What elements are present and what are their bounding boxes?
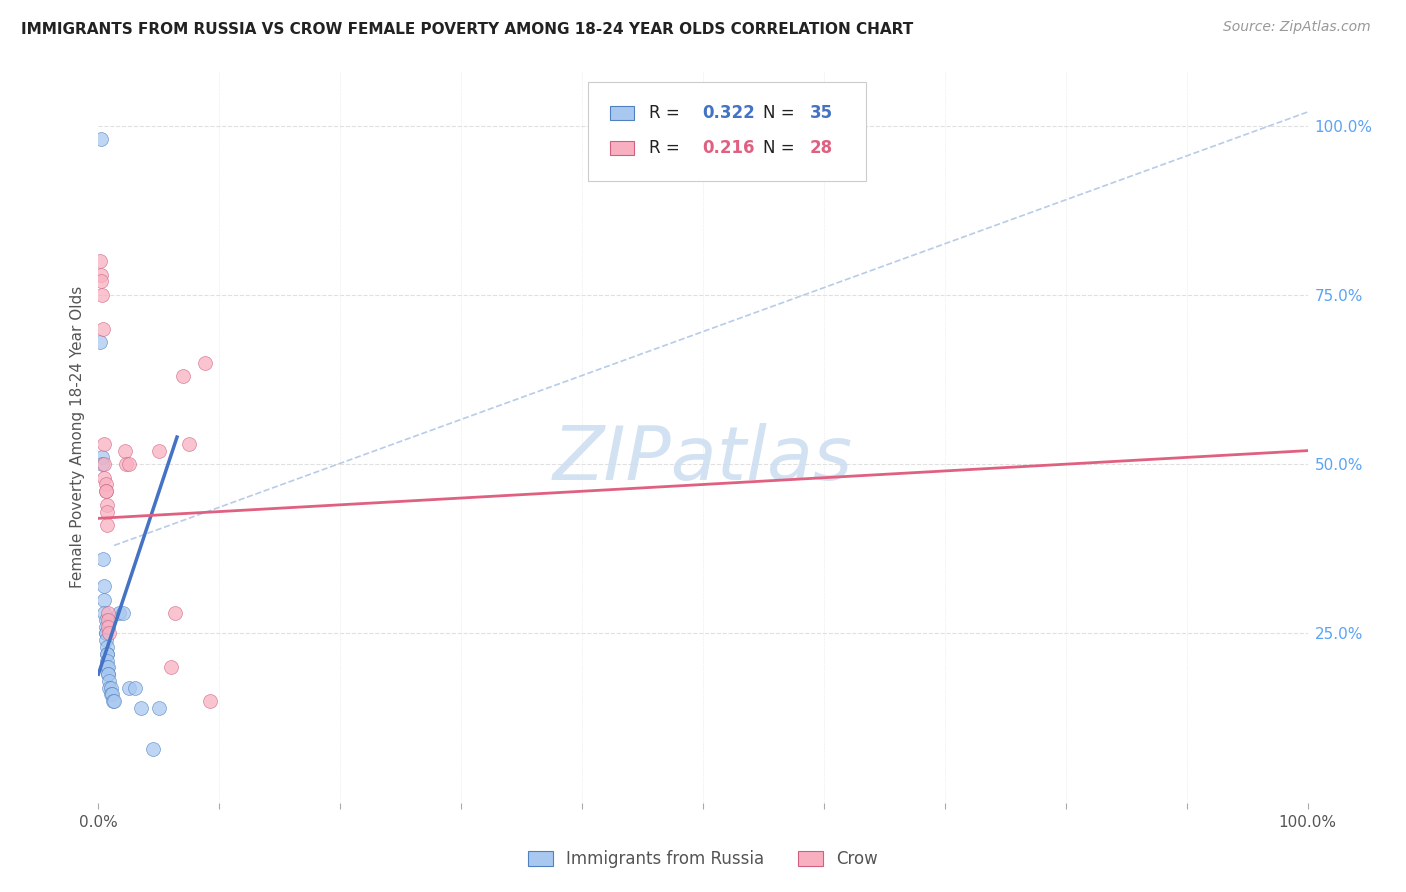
FancyBboxPatch shape <box>610 141 634 155</box>
Point <box>90 268 112 282</box>
Point <box>94 620 117 634</box>
Text: Source: ZipAtlas.com: Source: ZipAtlas.com <box>1223 20 1371 34</box>
FancyBboxPatch shape <box>588 82 866 181</box>
Point <box>90 132 112 146</box>
Point <box>97 667 120 681</box>
Point <box>98 681 121 695</box>
Point <box>96 505 118 519</box>
Point <box>94 484 117 499</box>
Text: R =: R = <box>648 139 685 157</box>
Point <box>97 613 120 627</box>
FancyBboxPatch shape <box>610 106 634 120</box>
Point <box>148 701 170 715</box>
Point <box>97 620 120 634</box>
Text: IMMIGRANTS FROM RUSSIA VS CROW FEMALE POVERTY AMONG 18-24 YEAR OLDS CORRELATION : IMMIGRANTS FROM RUSSIA VS CROW FEMALE PO… <box>21 22 914 37</box>
Point <box>114 443 136 458</box>
Point <box>94 633 117 648</box>
Point <box>142 741 165 756</box>
Point <box>94 626 117 640</box>
Point <box>96 498 118 512</box>
Point <box>96 647 118 661</box>
Point <box>96 654 118 668</box>
Point <box>163 606 186 620</box>
Point <box>97 660 120 674</box>
Point <box>179 437 201 451</box>
Text: 0.216: 0.216 <box>702 139 754 157</box>
Point <box>91 457 114 471</box>
Point <box>101 694 124 708</box>
Point <box>118 457 141 471</box>
Point <box>97 606 120 620</box>
Point <box>100 688 122 702</box>
Text: 35: 35 <box>810 104 832 122</box>
Point <box>91 322 114 336</box>
Point <box>100 681 122 695</box>
Text: ZIPatlas: ZIPatlas <box>553 423 853 495</box>
Point <box>93 592 115 607</box>
Point <box>98 673 121 688</box>
Point <box>118 681 141 695</box>
Point <box>100 688 122 702</box>
Text: N =: N = <box>763 139 800 157</box>
Point <box>93 579 115 593</box>
Point <box>108 606 131 620</box>
Point <box>111 606 134 620</box>
Point <box>96 660 118 674</box>
Y-axis label: Female Poverty Among 18-24 Year Olds: Female Poverty Among 18-24 Year Olds <box>69 286 84 588</box>
Point <box>96 518 118 533</box>
Point <box>91 450 114 465</box>
Point <box>124 681 146 695</box>
Point <box>103 694 125 708</box>
Point <box>94 626 117 640</box>
Legend: Immigrants from Russia, Crow: Immigrants from Russia, Crow <box>522 844 884 875</box>
Text: N =: N = <box>763 104 800 122</box>
Point <box>94 477 117 491</box>
Point <box>98 626 121 640</box>
Point <box>160 660 183 674</box>
Point <box>172 369 194 384</box>
Text: 28: 28 <box>810 139 832 157</box>
Point <box>198 694 221 708</box>
Point <box>94 613 117 627</box>
Point <box>93 457 115 471</box>
Point <box>97 667 120 681</box>
Point <box>93 437 115 451</box>
Point <box>93 606 115 620</box>
Point <box>91 552 114 566</box>
Point <box>148 443 170 458</box>
Point <box>90 274 112 288</box>
Point <box>91 288 114 302</box>
Point <box>96 640 118 654</box>
Text: R =: R = <box>648 104 685 122</box>
Point <box>89 335 111 350</box>
Point <box>194 355 217 369</box>
Point <box>96 647 118 661</box>
Point <box>115 457 138 471</box>
Point <box>129 701 152 715</box>
Point <box>89 254 111 268</box>
Text: 0.322: 0.322 <box>702 104 755 122</box>
Point <box>94 484 117 499</box>
Point <box>93 471 115 485</box>
